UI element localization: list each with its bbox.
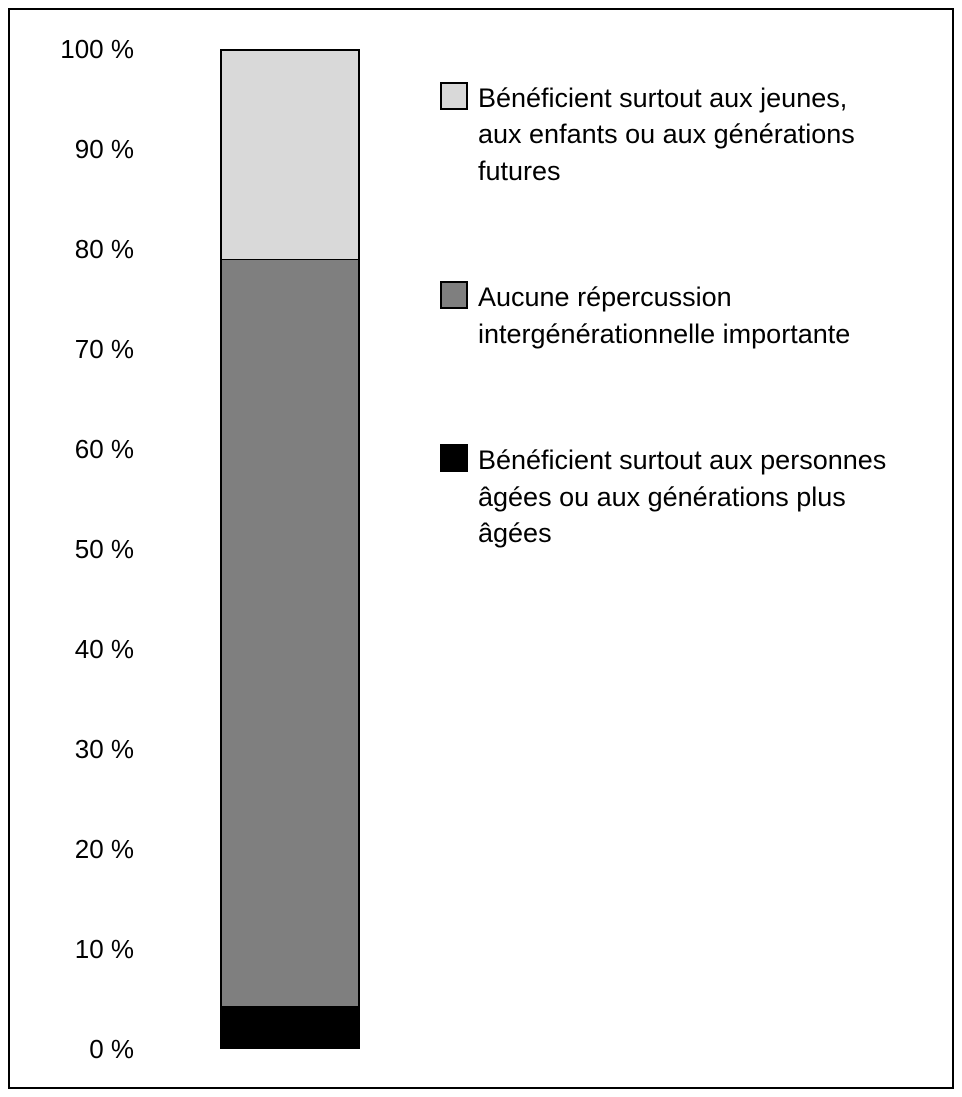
plot-area <box>200 49 380 1049</box>
legend-label-older: Bénéficient surtout aux personnes âgées … <box>478 442 898 551</box>
legend-swatch-none <box>440 281 468 309</box>
legend-label-young: Bénéficient surtout aux jeunes, aux enfa… <box>478 80 898 189</box>
y-tick-90: 90 % <box>24 134 134 165</box>
y-tick-70: 70 % <box>24 334 134 365</box>
y-tick-30: 30 % <box>24 734 134 765</box>
legend-swatch-young <box>440 82 468 110</box>
segment-older <box>222 1007 358 1047</box>
legend-item-young: Bénéficient surtout aux jeunes, aux enfa… <box>440 80 920 189</box>
legend: Bénéficient surtout aux jeunes, aux enfa… <box>440 80 920 642</box>
y-tick-100: 100 % <box>24 34 134 65</box>
legend-item-none: Aucune répercussion intergénérationnelle… <box>440 279 920 352</box>
stacked-bar <box>220 49 360 1049</box>
y-tick-80: 80 % <box>24 234 134 265</box>
y-axis: 100 % 90 % 80 % 70 % 60 % 50 % 40 % 30 %… <box>24 34 134 1044</box>
y-tick-60: 60 % <box>24 434 134 465</box>
segment-none <box>222 260 358 1007</box>
y-tick-10: 10 % <box>24 934 134 965</box>
y-tick-50: 50 % <box>24 534 134 565</box>
legend-swatch-older <box>440 444 468 472</box>
legend-item-older: Bénéficient surtout aux personnes âgées … <box>440 442 920 551</box>
y-tick-40: 40 % <box>24 634 134 665</box>
chart-frame: 100 % 90 % 80 % 70 % 60 % 50 % 40 % 30 %… <box>8 8 954 1089</box>
y-tick-0: 0 % <box>24 1034 134 1065</box>
y-tick-20: 20 % <box>24 834 134 865</box>
legend-label-none: Aucune répercussion intergénérationnelle… <box>478 279 898 352</box>
segment-young <box>222 51 358 260</box>
